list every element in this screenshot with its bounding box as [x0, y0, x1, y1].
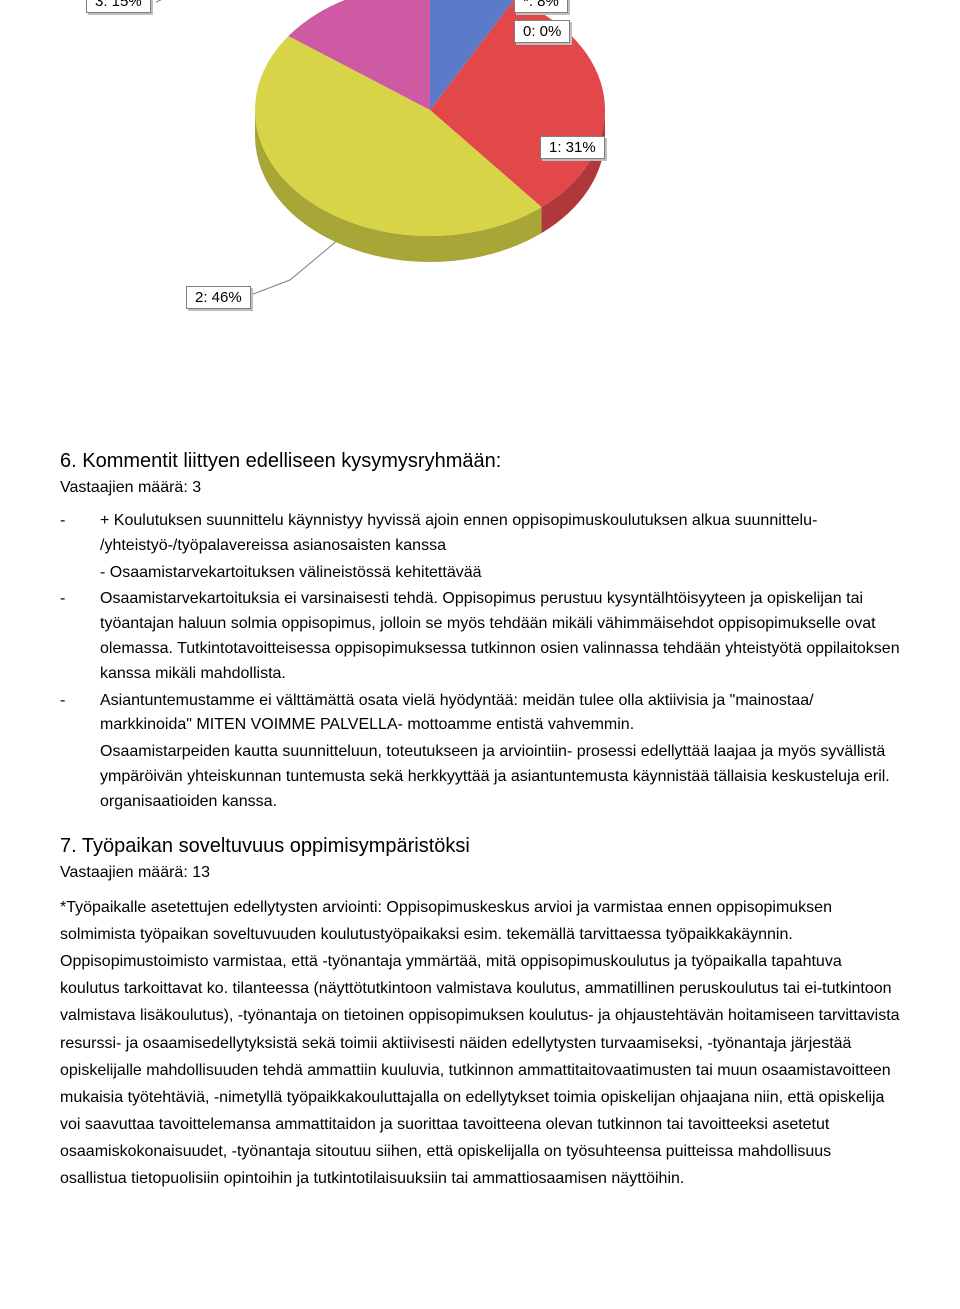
- section7-resp: Vastaajien määrä: 13: [60, 864, 900, 882]
- bullet-text-3: Osaamistarvekartoituksia ei varsinaisest…: [100, 587, 900, 686]
- bullet-dash: [60, 740, 100, 814]
- bullet-dash: -: [60, 509, 100, 559]
- bullet-dash: -: [60, 587, 100, 686]
- section7-body: *Työpaikalle asetettujen edellytysten ar…: [60, 894, 900, 1193]
- callout-zero: 0: 0%: [514, 20, 570, 43]
- bullet-text-4a: Asiantuntemustamme ei välttämättä osata …: [100, 689, 900, 739]
- bullet-text-4b: Osaamistarpeiden kautta suunnitteluun, t…: [100, 740, 900, 814]
- callout-one: 1: 31%: [540, 136, 605, 159]
- section6-bullets: - + Koulutuksen suunnittelu käynnistyy h…: [60, 509, 900, 815]
- section6-resp: Vastaajien määrä: 3: [60, 479, 900, 497]
- callout-two: 2: 46%: [186, 286, 251, 309]
- callout-three: 3: 15%: [86, 0, 151, 13]
- bullet-dash: [60, 561, 100, 586]
- bullet-text-1: + Koulutuksen suunnittelu käynnistyy hyv…: [100, 509, 900, 559]
- section6-title: 6. Kommentit liittyen edelliseen kysymys…: [60, 450, 900, 473]
- bullet-text-2: - Osaamistarvekartoituksen välineistössä…: [100, 561, 900, 586]
- pie-chart-area: *: 8% 0: 0% 1: 31% 2: 46% 3: 15%: [60, 0, 900, 430]
- section7-title: 7. Työpaikan soveltuvuus oppimisympärist…: [60, 835, 900, 858]
- callout-star: *: 8%: [514, 0, 568, 13]
- bullet-dash: -: [60, 689, 100, 739]
